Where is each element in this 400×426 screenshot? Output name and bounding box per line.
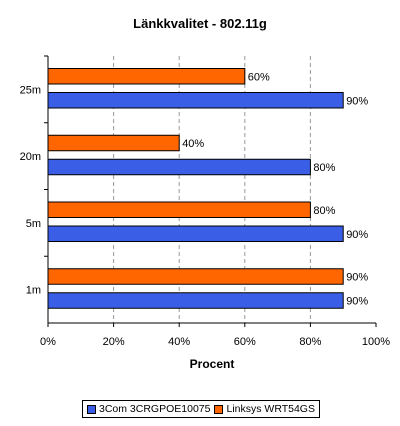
- legend-label: Linksys WRT54GS: [226, 403, 315, 415]
- y-tick-label: 1m: [26, 285, 41, 297]
- bar: [47, 225, 344, 242]
- bar: [47, 201, 311, 218]
- x-tick-label: 100%: [362, 336, 390, 348]
- x-tick-label: 40%: [168, 336, 190, 348]
- x-tick-label: 20%: [103, 336, 125, 348]
- bar: [47, 134, 180, 152]
- legend-swatch: [214, 404, 224, 414]
- data-label: 80%: [313, 162, 335, 174]
- data-label: 60%: [248, 71, 270, 83]
- bar: [47, 158, 311, 176]
- legend-item: 3Com 3CRGPOE10075: [87, 403, 210, 415]
- data-label: 90%: [346, 272, 368, 284]
- x-tick-label: 0%: [40, 336, 56, 348]
- legend-swatch: [87, 404, 96, 414]
- bar: [47, 68, 246, 85]
- legend-item: Linksys WRT54GS: [214, 403, 315, 415]
- y-tick-label: 5m: [26, 218, 41, 230]
- data-label: 90%: [346, 229, 368, 241]
- legend-label: 3Com 3CRGPOE10075: [99, 403, 211, 415]
- chart-legend: 3Com 3CRGPOE10075 Linksys WRT54GS: [82, 400, 320, 418]
- y-tick-label: 25m: [20, 84, 41, 96]
- bar: [47, 268, 344, 285]
- data-label: 40%: [182, 138, 204, 150]
- bar: [47, 292, 344, 309]
- data-label: 90%: [346, 296, 368, 308]
- y-tick-label: 20m: [20, 151, 41, 163]
- data-label: 80%: [313, 205, 335, 217]
- x-tick-label: 60%: [234, 336, 256, 348]
- x-tick-label: 80%: [299, 336, 321, 348]
- data-label: 90%: [346, 95, 368, 107]
- x-axis-label: Procent: [190, 357, 235, 371]
- chart-title: Länkkvalitet - 802.11g: [133, 16, 267, 31]
- bar: [47, 92, 344, 109]
